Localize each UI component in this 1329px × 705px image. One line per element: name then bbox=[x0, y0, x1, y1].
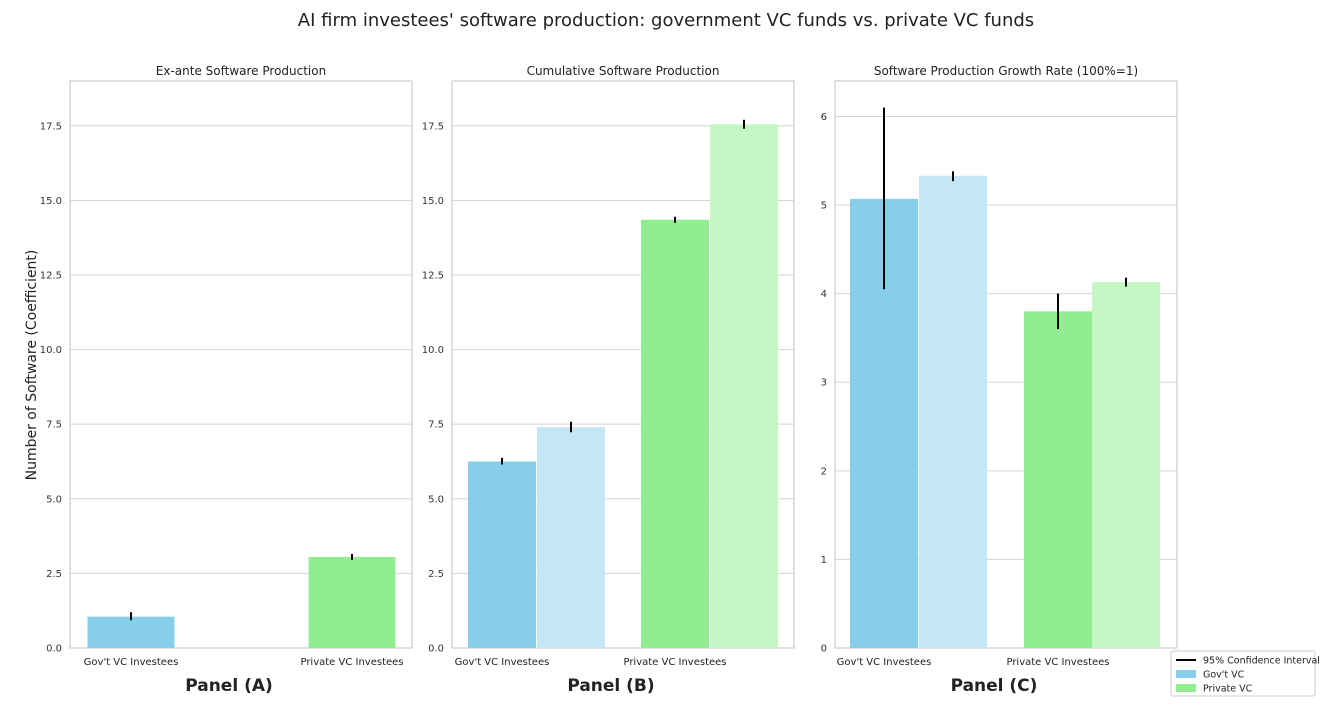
legend: 95% Confidence Interval Gov't VC Private V… bbox=[1170, 650, 1320, 697]
y-tick-label: 7.5 bbox=[46, 420, 62, 431]
x-tick-label: Gov't VC Investees bbox=[84, 657, 179, 668]
y-tick-label: 10.0 bbox=[40, 345, 62, 356]
y-tick-label: 12.5 bbox=[40, 270, 62, 281]
legend-patch-swatch bbox=[1176, 670, 1196, 678]
legend-box bbox=[1170, 650, 1316, 697]
bar bbox=[468, 461, 536, 648]
plot-frame bbox=[834, 80, 1178, 649]
y-tick-label: 0.0 bbox=[428, 644, 444, 655]
bar bbox=[919, 175, 987, 648]
x-tick-label: Private VC Investees bbox=[623, 657, 726, 668]
y-tick-label: 12.5 bbox=[422, 270, 444, 281]
y-tick-label: 15.0 bbox=[40, 196, 62, 207]
y-tick-label: 2.5 bbox=[46, 569, 62, 580]
bar bbox=[308, 556, 396, 648]
legend-label: Private VC bbox=[1203, 684, 1253, 695]
panel-c: 0 1 2 3 4 5 6 Gov't VC Investees Private VC Inve… bbox=[821, 64, 1178, 696]
legend-label: Gov't VC bbox=[1203, 670, 1245, 681]
bar bbox=[710, 124, 778, 648]
panel-b: 0.0 2.5 5.0 7.5 10.0 12.5 15.0 17.5 Gov't VC Inv… bbox=[422, 64, 795, 696]
bar bbox=[87, 616, 175, 648]
y-tick-label: 2.5 bbox=[428, 569, 444, 580]
panel-title: Software Production Growth Rate (100%=1) bbox=[874, 64, 1138, 78]
bar bbox=[537, 427, 605, 648]
panel-label: Panel (B) bbox=[567, 676, 654, 696]
panel-label: Panel (C) bbox=[951, 676, 1038, 696]
x-tick-label: Private VC Investees bbox=[300, 657, 403, 668]
bar bbox=[1092, 282, 1160, 648]
x-tick-label: Gov't VC Investees bbox=[837, 657, 932, 668]
legend-patch-swatch bbox=[1176, 684, 1196, 692]
y-tick-label: 17.5 bbox=[40, 121, 62, 132]
y-tick-label: 5.0 bbox=[428, 494, 444, 505]
y-tick-label: 10.0 bbox=[422, 345, 444, 356]
y-tick-label: 1 bbox=[821, 555, 827, 566]
legend-label: 95% Confidence Interval bbox=[1203, 656, 1320, 667]
panel-title: Ex-ante Software Production bbox=[156, 64, 326, 78]
y-tick-label: 2 bbox=[821, 466, 827, 477]
figure-title: AI firm investees' software production: … bbox=[298, 10, 1034, 31]
plot-frame bbox=[451, 80, 795, 649]
y-tick-label: 5 bbox=[821, 201, 827, 212]
bar bbox=[641, 219, 709, 648]
plot-frame bbox=[69, 80, 413, 649]
bar bbox=[1024, 311, 1092, 648]
panel-label: Panel (A) bbox=[185, 676, 273, 696]
y-tick-label: 7.5 bbox=[428, 420, 444, 431]
x-tick-label: Gov't VC Investees bbox=[455, 657, 550, 668]
y-tick-label: 6 bbox=[821, 112, 827, 123]
y-tick-label: 5.0 bbox=[46, 494, 62, 505]
y-tick-label: 0.0 bbox=[46, 644, 62, 655]
y-tick-label: 15.0 bbox=[422, 196, 444, 207]
y-tick-label: 4 bbox=[821, 289, 827, 300]
panel-title: Cumulative Software Production bbox=[527, 64, 720, 78]
y-tick-label: 17.5 bbox=[422, 121, 444, 132]
y-axis-label: Number of Software (Coefficient) bbox=[24, 250, 40, 481]
y-tick-label: 0 bbox=[821, 644, 827, 655]
y-tick-label: 3 bbox=[821, 378, 827, 389]
x-tick-label: Private VC Investees bbox=[1006, 657, 1109, 668]
panel-a: 0.0 2.5 5.0 7.5 10.0 12.5 15.0 17.5 Gov't VC Inv… bbox=[40, 64, 413, 696]
